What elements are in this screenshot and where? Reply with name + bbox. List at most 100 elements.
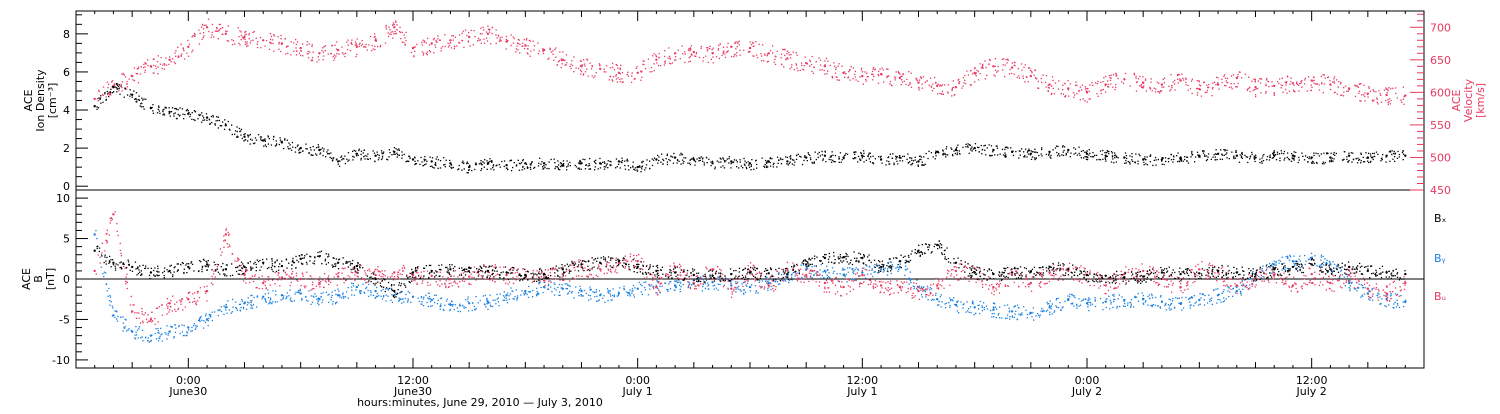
field-by-sample xyxy=(996,309,997,310)
density-sample xyxy=(1132,161,1133,162)
density-sample xyxy=(1087,150,1088,151)
field-bz-sample xyxy=(133,304,134,305)
density-sample xyxy=(1171,159,1172,160)
field-by-sample xyxy=(343,296,344,297)
field-by-sample xyxy=(662,285,663,286)
field-by-sample xyxy=(847,267,848,268)
density-sample xyxy=(1333,158,1334,159)
field-by-sample xyxy=(221,306,222,307)
field-by-sample xyxy=(182,324,183,325)
density-sample xyxy=(620,167,621,168)
density-sample xyxy=(1168,158,1169,159)
field-by-sample xyxy=(737,287,738,288)
field-by-sample xyxy=(1009,318,1010,319)
field-by-sample xyxy=(548,284,549,285)
field-by-sample xyxy=(1152,297,1153,298)
field-by-sample xyxy=(670,288,671,289)
velocity-sample xyxy=(855,79,856,80)
velocity-sample xyxy=(886,68,887,69)
field-by-sample xyxy=(1228,296,1229,297)
density-sample xyxy=(868,154,869,155)
field-by-sample xyxy=(1164,305,1165,306)
velocity-sample xyxy=(400,38,401,39)
field-by-sample xyxy=(1055,305,1056,306)
field-by-sample xyxy=(751,284,752,285)
field-by-sample xyxy=(1160,296,1161,297)
field-by-sample xyxy=(1311,253,1312,254)
velocity-sample xyxy=(1289,84,1290,85)
velocity-sample xyxy=(599,63,600,64)
field-by-sample xyxy=(614,296,615,297)
density-sample xyxy=(378,157,379,158)
field-by-sample xyxy=(312,302,313,303)
velocity-sample xyxy=(727,51,728,52)
density-sample xyxy=(116,91,117,92)
velocity-sample xyxy=(1251,81,1252,82)
density-sample xyxy=(1049,156,1050,157)
velocity-sample xyxy=(895,79,896,80)
density-sample xyxy=(831,162,832,163)
density-sample xyxy=(1236,152,1237,153)
density-sample xyxy=(424,164,425,165)
density-sample xyxy=(748,161,749,162)
velocity-sample xyxy=(566,64,567,65)
velocity-sample xyxy=(1146,90,1147,91)
velocity-sample xyxy=(1026,77,1027,78)
field-by-sample xyxy=(992,313,993,314)
velocity-sample xyxy=(482,33,483,34)
field-by-sample xyxy=(1109,308,1110,309)
density-sample xyxy=(997,154,998,155)
velocity-sample xyxy=(445,46,446,47)
density-sample xyxy=(1389,151,1390,152)
density-sample xyxy=(1090,156,1091,157)
density-sample xyxy=(957,145,958,146)
density-sample xyxy=(1084,152,1085,153)
field-by-sample xyxy=(1393,307,1394,308)
density-sample xyxy=(169,107,170,108)
velocity-sample xyxy=(1142,76,1143,77)
velocity-sample xyxy=(1197,88,1198,89)
field-by-sample xyxy=(346,291,347,292)
field-bz-sample xyxy=(111,218,112,219)
velocity-sample xyxy=(1403,99,1404,100)
velocity-sample xyxy=(772,52,773,53)
field-by-sample xyxy=(1393,303,1394,304)
density-sample xyxy=(835,155,836,156)
density-sample xyxy=(1173,159,1174,160)
velocity-sample xyxy=(998,66,999,67)
field-by-sample xyxy=(138,337,139,338)
field-by-sample xyxy=(649,289,650,290)
density-sample xyxy=(1312,161,1313,162)
velocity-sample xyxy=(1233,74,1234,75)
density-sample xyxy=(727,158,728,159)
field-by-sample xyxy=(265,299,266,300)
field-by-sample xyxy=(1138,293,1139,294)
velocity-sample xyxy=(194,35,195,36)
field-bz-sample xyxy=(126,276,127,277)
field-by-sample xyxy=(116,311,117,312)
velocity-sample xyxy=(1157,82,1158,83)
velocity-sample xyxy=(1255,96,1256,97)
field-bz-sample xyxy=(100,262,101,263)
field-by-sample xyxy=(846,274,847,275)
field-by-sample xyxy=(866,265,867,266)
velocity-sample xyxy=(1265,91,1266,92)
velocity-sample xyxy=(972,73,973,74)
field-by-sample xyxy=(1191,304,1192,305)
field-by-sample xyxy=(1124,303,1125,304)
field-by-sample xyxy=(405,294,406,295)
density-sample xyxy=(1274,152,1275,153)
field-by-sample xyxy=(1111,302,1112,303)
density-sample xyxy=(469,165,470,166)
velocity-sample xyxy=(98,100,99,101)
density-sample xyxy=(1249,158,1250,159)
density-sample xyxy=(579,169,580,170)
velocity-sample xyxy=(295,39,296,40)
velocity-sample xyxy=(1290,81,1291,82)
density-sample xyxy=(636,169,637,170)
velocity-sample xyxy=(1340,95,1341,96)
density-sample xyxy=(200,114,201,115)
velocity-sample xyxy=(612,79,613,80)
velocity-sample xyxy=(1031,71,1032,72)
velocity-sample xyxy=(781,64,782,65)
